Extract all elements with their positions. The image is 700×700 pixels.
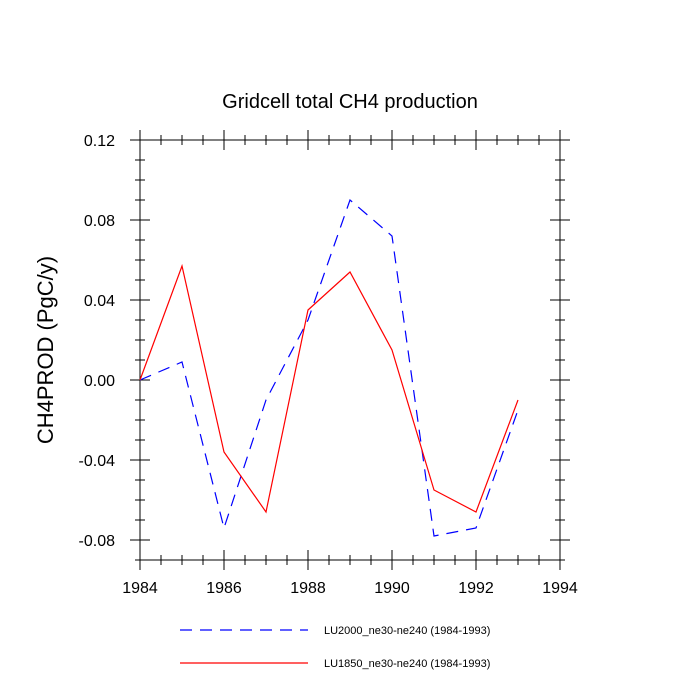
legend-label: LU2000_ne30-ne240 (1984-1993) xyxy=(324,625,490,637)
x-tick-label: 1986 xyxy=(206,580,242,597)
legend-label: LU1850_ne30-ne240 (1984-1993) xyxy=(324,658,490,670)
axis-ticks xyxy=(130,130,570,570)
series-lines xyxy=(139,198,519,537)
series-line-lu1850 xyxy=(139,263,519,514)
y-tick-label: 0.08 xyxy=(84,213,115,230)
y-tick-label: -0.04 xyxy=(79,453,116,470)
y-tick-label: 0.04 xyxy=(84,293,115,310)
x-tick-label: 1990 xyxy=(374,580,410,597)
y-axis-label: CH4PROD (PgC/y) xyxy=(33,256,58,444)
legend: LU2000_ne30-ne240 (1984-1993) LU1850_ne30… xyxy=(180,625,490,670)
y-tick-label: -0.08 xyxy=(79,533,116,550)
x-tick-label: 1988 xyxy=(290,580,326,597)
y-tick-label: 0.12 xyxy=(84,133,115,150)
x-tick-label: 1994 xyxy=(542,580,578,597)
series-line-lu2000 xyxy=(139,198,519,537)
x-tick-label: 1992 xyxy=(458,580,494,597)
axis-tick-labels: 1984 1986 1988 1990 1992 1994 -0.08 -0.04 0.00 0.… xyxy=(79,133,578,597)
chart-title: Gridcell total CH4 production xyxy=(222,91,478,113)
plot-frame xyxy=(139,139,561,561)
x-tick-label: 1984 xyxy=(122,580,158,597)
y-tick-label: 0.00 xyxy=(84,373,115,390)
